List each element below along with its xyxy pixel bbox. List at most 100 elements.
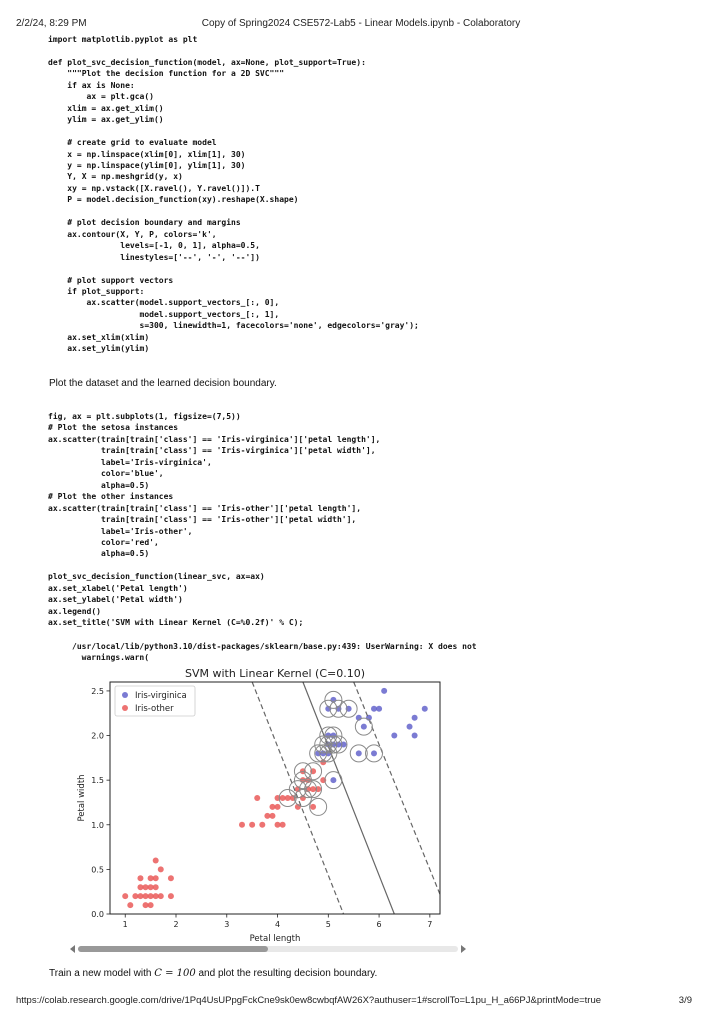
data-point bbox=[421, 705, 428, 712]
data-point bbox=[137, 875, 144, 882]
data-point bbox=[147, 884, 154, 891]
margin-line bbox=[353, 682, 440, 895]
support-vector-ring bbox=[324, 771, 343, 790]
support-vector-ring bbox=[304, 780, 323, 799]
data-point bbox=[269, 803, 276, 810]
data-point bbox=[310, 803, 317, 810]
data-point bbox=[142, 884, 149, 891]
data-point bbox=[167, 875, 174, 882]
support-vector-ring bbox=[319, 699, 338, 718]
data-point bbox=[142, 893, 149, 900]
support-vector-ring bbox=[354, 717, 373, 736]
code-cell-plot-function[interactable]: import matplotlib.pyplot as plt def plot… bbox=[48, 35, 419, 354]
output-horizontal-scrollbar[interactable] bbox=[70, 944, 466, 954]
support-vector-ring bbox=[329, 735, 348, 754]
support-vector-ring bbox=[365, 744, 383, 763]
data-point bbox=[239, 821, 245, 828]
data-point bbox=[137, 893, 144, 900]
data-point bbox=[127, 902, 134, 909]
data-point bbox=[381, 687, 388, 694]
support-vector-ring bbox=[329, 699, 348, 718]
scroll-right-arrow-icon[interactable] bbox=[461, 945, 466, 953]
data-point bbox=[360, 723, 367, 730]
data-point bbox=[132, 893, 139, 900]
data-point bbox=[279, 821, 286, 828]
x-tick-label: 6 bbox=[377, 920, 382, 929]
support-vector-ring bbox=[339, 699, 358, 718]
support-vector-ring bbox=[293, 789, 312, 807]
x-axis-label: Petal length bbox=[250, 934, 301, 944]
legend-label: Iris-other bbox=[135, 704, 174, 714]
data-point bbox=[376, 705, 383, 712]
y-tick-label: 1.0 bbox=[91, 821, 104, 830]
x-tick-label: 4 bbox=[275, 920, 280, 929]
support-vector-ring bbox=[349, 744, 368, 763]
data-point bbox=[254, 795, 261, 801]
page-title: Copy of Spring2024 CSE572-Lab5 - Linear … bbox=[201, 18, 521, 29]
legend-label: Iris-virginica bbox=[135, 691, 187, 701]
data-point bbox=[371, 705, 377, 712]
code-cell-plot-dataset[interactable]: fig, ax = plt.subplots(1, figsize=(7,5))… bbox=[48, 412, 381, 628]
output-warning: /usr/local/lib/python3.10/dist-packages/… bbox=[72, 642, 477, 662]
data-point bbox=[284, 795, 291, 801]
y-tick-label: 0.0 bbox=[91, 910, 104, 919]
support-vector-ring bbox=[299, 780, 317, 799]
data-point bbox=[330, 777, 337, 784]
data-point bbox=[157, 893, 164, 900]
scroll-left-arrow-icon[interactable] bbox=[70, 945, 75, 953]
support-vector-ring bbox=[304, 762, 323, 781]
support-vector-ring bbox=[293, 762, 312, 781]
data-point bbox=[259, 821, 266, 828]
support-vector-ring bbox=[293, 771, 312, 790]
decision-boundary-line bbox=[302, 682, 395, 914]
data-point bbox=[310, 786, 317, 793]
page-url: https://colab.research.google.com/drive/… bbox=[16, 995, 602, 1006]
legend-marker bbox=[122, 705, 128, 711]
y-tick-label: 1.5 bbox=[91, 776, 104, 785]
x-tick-label: 1 bbox=[123, 920, 128, 929]
y-tick-label: 2.5 bbox=[91, 687, 104, 696]
data-point bbox=[279, 795, 286, 801]
support-vector-ring bbox=[314, 735, 333, 754]
data-point bbox=[411, 714, 418, 721]
data-point bbox=[147, 875, 154, 882]
math-c-equals-100: C = 100 bbox=[154, 968, 196, 979]
data-point bbox=[371, 750, 377, 757]
data-point bbox=[137, 884, 144, 891]
data-point bbox=[406, 723, 413, 730]
data-point bbox=[147, 902, 154, 909]
y-axis-label: Petal width bbox=[77, 774, 87, 821]
support-vector-ring bbox=[319, 726, 338, 745]
legend-marker bbox=[122, 692, 128, 698]
data-point bbox=[122, 893, 129, 900]
markdown-plot-dataset: Plot the dataset and the learned decisio… bbox=[49, 378, 277, 389]
data-point bbox=[274, 803, 281, 810]
data-point bbox=[142, 902, 149, 909]
scrollbar-thumb[interactable] bbox=[78, 946, 268, 952]
y-tick-label: 0.5 bbox=[91, 865, 104, 874]
x-tick-label: 3 bbox=[224, 920, 229, 929]
x-tick-label: 7 bbox=[427, 920, 432, 929]
support-vector-ring bbox=[288, 780, 307, 799]
x-tick-label: 2 bbox=[173, 920, 178, 929]
data-point bbox=[355, 750, 362, 757]
markdown-text-prefix: Train a new model with bbox=[49, 968, 155, 979]
chart-title: SVM with Linear Kernel (C=0.10) bbox=[185, 667, 365, 680]
support-vector-ring bbox=[324, 690, 343, 709]
data-point bbox=[167, 893, 174, 900]
support-vector-ring bbox=[319, 735, 338, 754]
data-point bbox=[391, 732, 398, 739]
legend-box bbox=[114, 685, 196, 717]
data-point bbox=[249, 821, 256, 828]
scrollbar-track[interactable] bbox=[78, 946, 458, 952]
x-tick-label: 5 bbox=[326, 920, 331, 929]
data-point bbox=[264, 812, 271, 819]
markdown-train-new-model: Train a new model with C = 100 and plot … bbox=[49, 968, 377, 979]
support-vector-ring bbox=[309, 744, 328, 763]
support-vector-ring bbox=[324, 735, 343, 754]
data-point bbox=[274, 821, 281, 828]
markdown-text-suffix: and plot the resulting decision boundary… bbox=[195, 968, 378, 979]
plot-frame bbox=[109, 681, 441, 915]
data-point bbox=[269, 812, 276, 819]
data-point bbox=[152, 875, 159, 882]
